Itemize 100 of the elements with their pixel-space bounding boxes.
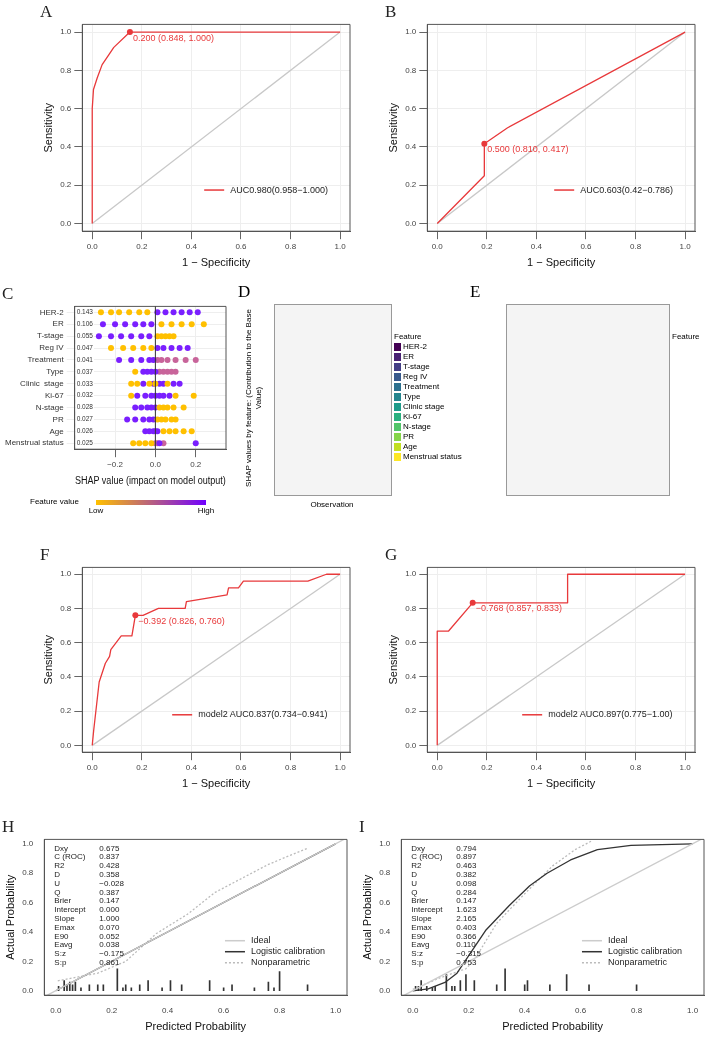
annotation: −0.768 (0.857, 0.833) xyxy=(475,603,563,614)
y-tick-label: Clinic stage xyxy=(20,378,65,388)
x-tick-label: 0.4 xyxy=(162,1006,174,1016)
text: Intercept 1.623 xyxy=(411,905,477,915)
y-axis-title: Actual Probability xyxy=(3,874,16,960)
y-tick-label: 1.0 xyxy=(60,569,72,579)
color-bar-label: High xyxy=(197,506,215,515)
legend-label: Nonparametric xyxy=(250,957,311,968)
legend-label: AUC0.603(0.42−0.786) xyxy=(580,184,673,195)
chart-title: B xyxy=(385,1,397,21)
text: Brier 0.147 xyxy=(411,896,477,906)
y-tick-label: 0.4 xyxy=(405,672,417,682)
y-axis-title: Sensitivity xyxy=(41,102,54,153)
x-tick-label: 0.2 xyxy=(190,460,202,470)
y-tick-label: 0.2 xyxy=(379,956,391,966)
text: S:p 0.861 xyxy=(54,958,120,967)
y-axis-title: Sensitivity xyxy=(41,634,54,685)
y-tick-label: 0.0 xyxy=(379,985,391,995)
y-tick-label: 0.8 xyxy=(405,603,417,613)
x-tick-label: 0.0 xyxy=(431,763,444,773)
x-tick-label: 0.2 xyxy=(481,242,493,252)
chart-title: F xyxy=(40,544,50,564)
y-tick-label: 0.8 xyxy=(405,65,417,75)
y-tick-label: 0.8 xyxy=(60,603,72,613)
x-tick-label: 0.0 xyxy=(431,242,444,252)
text: R2 0.463 xyxy=(411,861,477,871)
y-axis-title: Sensitivity xyxy=(386,102,399,153)
text: Intercept 0.000 xyxy=(54,905,120,915)
text: Eavg 0.038 xyxy=(54,940,120,950)
y-tick-label: 1.0 xyxy=(405,27,417,37)
x-tick-label: 0.6 xyxy=(218,1006,230,1016)
y-tick-label: 0.8 xyxy=(60,65,72,75)
text: S:p 0.753 xyxy=(411,958,477,967)
y-tick-label: 0.0 xyxy=(60,740,72,750)
x-tick-label: 1.0 xyxy=(686,1006,699,1016)
x-tick-label: 1.0 xyxy=(329,1006,342,1016)
y-tick-label: PR xyxy=(52,414,64,424)
y-tick-label: 1.0 xyxy=(22,839,34,849)
x-tick-label: 0.4 xyxy=(185,242,198,252)
x-tick-label: 0.4 xyxy=(519,1006,531,1016)
x-tick-label: 0.0 xyxy=(149,460,162,470)
x-tick-label: 0.8 xyxy=(631,1006,643,1016)
x-tick-label: 0.8 xyxy=(629,763,642,773)
x-tick-label: 0.2 xyxy=(136,763,148,773)
text: Q 0.284 xyxy=(411,887,477,897)
y-tick-label: 0.4 xyxy=(60,142,72,152)
text: C (ROC) 0.897 xyxy=(411,852,477,862)
y-tick-label: ER xyxy=(52,319,64,329)
y-tick-label: 0.0 xyxy=(60,218,72,228)
y-tick-label: 0.0 xyxy=(405,740,417,750)
x-tick-label: 1.0 xyxy=(679,242,692,252)
text: Emax 0.070 xyxy=(54,922,120,932)
x-tick-label: 1.0 xyxy=(679,763,692,773)
y-tick-label: T-stage xyxy=(37,331,65,341)
legend-label: Ideal xyxy=(607,935,628,946)
y-tick-label: Ki-67 xyxy=(45,390,65,400)
y-tick-label: 1.0 xyxy=(379,839,391,849)
text: Dxy 0.675 xyxy=(54,843,120,853)
x-tick-label: 0.6 xyxy=(235,242,248,252)
text: E90 0.052 xyxy=(54,931,120,941)
y-tick-label: N-stage xyxy=(35,402,65,412)
y-tick-label: 0.8 xyxy=(379,868,391,878)
x-tick-label: −0.2 xyxy=(107,460,124,470)
x-tick-label: 0.0 xyxy=(86,242,99,252)
y-tick-label: HER-2 xyxy=(39,307,65,317)
chart-title: A xyxy=(40,1,53,21)
legend-label: AUC0.980(0.958−1.000) xyxy=(230,184,329,195)
text: U 0.098 xyxy=(411,878,477,888)
text: R2 0.428 xyxy=(54,861,120,871)
legend-label: model2 AUC0.897(0.775−1.00) xyxy=(548,709,673,720)
chart-title: G xyxy=(385,544,398,564)
legend-label: Nonparametric xyxy=(607,957,668,968)
y-tick-label: 1.0 xyxy=(405,569,417,579)
y-tick-label: 0.2 xyxy=(22,956,34,966)
x-tick-label: 0.6 xyxy=(235,763,248,773)
x-tick-label: 0.6 xyxy=(580,242,593,252)
y-tick-label: 1.0 xyxy=(60,27,72,37)
y-tick-label: 0.4 xyxy=(405,142,417,152)
y-tick-label: 0.2 xyxy=(60,706,72,716)
legend-title: Feature xyxy=(672,332,700,342)
text: D 0.382 xyxy=(411,870,477,879)
text: SHAP values by feature: (Contribution to the Base Value) xyxy=(244,309,263,487)
x-tick-label: 0.4 xyxy=(530,763,543,773)
x-tick-label: 1.0 xyxy=(334,242,347,252)
text: Observation xyxy=(309,500,355,509)
x-axis-title: 1 − Specificity xyxy=(527,777,596,790)
x-axis-title: 1 − Specificity xyxy=(182,256,251,269)
y-tick-label: 0.6 xyxy=(405,637,417,647)
x-tick-label: 0.6 xyxy=(580,763,593,773)
color-bar-label: Low xyxy=(88,506,104,515)
text: C (ROC) 0.837 xyxy=(54,852,120,862)
x-tick-label: 0.2 xyxy=(136,242,148,252)
x-tick-label: 0.4 xyxy=(530,242,543,252)
y-tick-label: 0.6 xyxy=(60,637,72,647)
text: D xyxy=(238,282,251,302)
y-tick-label: 0.4 xyxy=(60,672,72,682)
annotation: 0.500 (0.810, 0.417) xyxy=(487,144,569,155)
y-tick-label: 0.8 xyxy=(22,868,34,878)
y-tick-label: 0.0 xyxy=(22,985,34,995)
text: Emax 0.403 xyxy=(411,922,477,932)
